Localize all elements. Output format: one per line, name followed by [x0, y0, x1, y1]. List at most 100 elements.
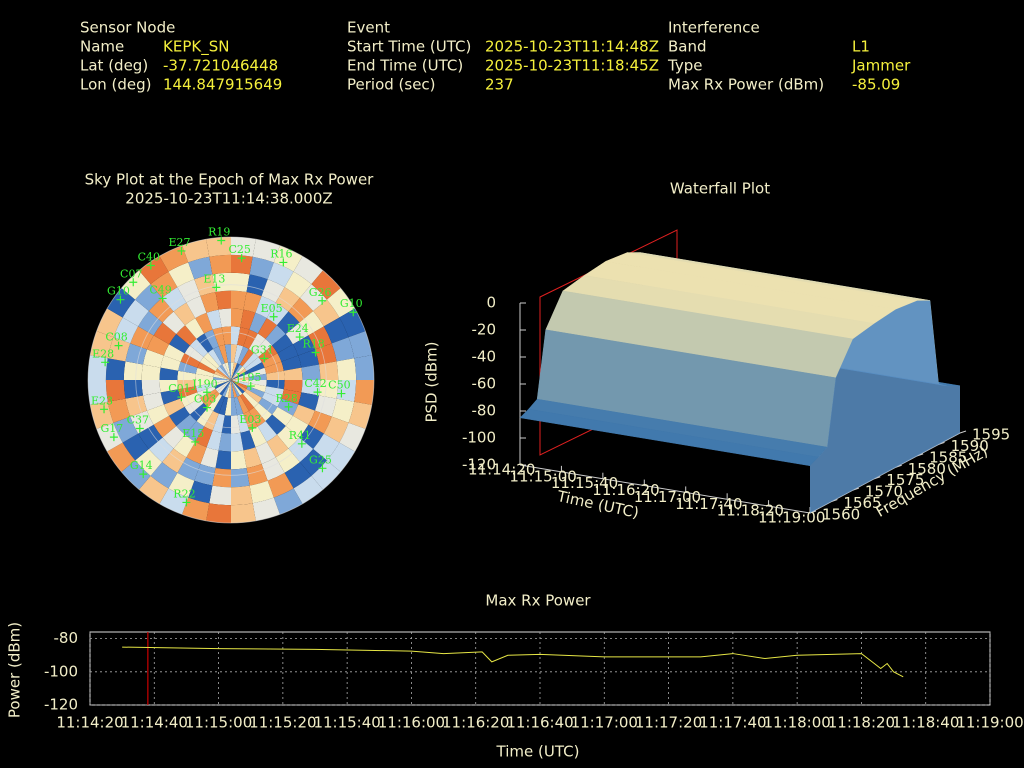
sky-cell — [299, 284, 327, 312]
data-line — [122, 646, 904, 678]
surface-front — [810, 300, 960, 513]
section-title: Sensor Node — [80, 19, 175, 37]
y-tick — [916, 453, 924, 457]
satellite-label: R16 — [270, 247, 292, 260]
x-axis-label: Time (UTC) — [496, 743, 580, 761]
sky-cell — [240, 430, 256, 451]
sky-cell — [261, 457, 285, 481]
sky-cell — [231, 368, 247, 380]
satellite-marker — [279, 258, 288, 267]
satellite-label: R18 — [302, 338, 324, 351]
sky-cell — [142, 349, 164, 368]
sky-cell — [261, 392, 282, 407]
sky-cell — [212, 413, 225, 433]
sky-cell — [184, 345, 204, 363]
sky-cell — [323, 317, 349, 344]
satellite-marker — [217, 236, 226, 245]
sky-cell — [218, 308, 231, 328]
field-label: Name — [80, 38, 124, 56]
axis-line — [519, 464, 811, 514]
sky-cell — [348, 401, 372, 429]
satellite-marker — [349, 308, 358, 317]
y-tick — [959, 430, 967, 434]
x-tick-label: 11:15:40 — [551, 474, 618, 492]
sky-cell — [213, 373, 231, 380]
x-tick-label: 11:17:00 — [634, 488, 701, 506]
satellite-marker — [182, 498, 191, 507]
sky-cell — [299, 448, 327, 476]
sky-cell — [231, 380, 247, 392]
sky-cell — [189, 338, 209, 358]
z-tick-label: -20 — [472, 321, 497, 339]
sky-cell — [185, 421, 205, 442]
x-tick-label: 11:19:00 — [956, 714, 1023, 732]
sky-cell — [293, 475, 323, 504]
sky-cell — [244, 388, 262, 403]
sky-cell — [195, 312, 213, 334]
sky-cell — [105, 380, 126, 402]
sky-cell — [218, 344, 228, 364]
satellite-label: E28 — [92, 347, 114, 360]
sky-cell — [276, 425, 300, 449]
sky-cell — [258, 397, 278, 415]
sky-cell — [237, 346, 249, 365]
z-tick-label: -40 — [472, 348, 497, 366]
sky-cell — [204, 329, 219, 350]
sky-cell — [186, 296, 207, 319]
sky-cell — [173, 302, 196, 326]
sky-cell — [148, 437, 174, 463]
sky-cell — [122, 433, 149, 461]
satellite-label: J190 — [191, 377, 217, 390]
sky-cell — [121, 460, 151, 490]
sky-cell — [206, 237, 231, 257]
satellite-label: G17 — [100, 422, 123, 435]
sky-cell — [217, 380, 231, 394]
sky-cell — [206, 430, 222, 451]
sky-cell — [336, 358, 357, 380]
sky-cell — [160, 389, 181, 405]
sky-cell — [252, 497, 280, 521]
sky-cell — [354, 355, 374, 380]
sky-cell — [123, 380, 143, 399]
sky-cell — [195, 380, 214, 387]
sky-cell — [195, 426, 213, 448]
sky-cell — [248, 380, 267, 387]
sky-cell — [135, 448, 163, 476]
sky-cell — [231, 397, 238, 416]
satellite-label: E15 — [182, 427, 204, 440]
satellite-label: C01 — [168, 382, 190, 395]
sky-cell — [311, 460, 341, 490]
x-tick-label: 11:15:00 — [185, 714, 252, 732]
sky-cell — [288, 297, 314, 323]
sky-cell — [231, 415, 241, 434]
satellite-marker — [177, 393, 186, 402]
satellite-label: C07 — [120, 267, 142, 280]
sky-cell — [249, 256, 274, 280]
sky-cell — [275, 287, 300, 312]
sky-cell — [206, 309, 222, 330]
sky-cell — [249, 312, 267, 334]
x-tick-label: 11:17:40 — [699, 714, 766, 732]
satellite-marker — [146, 261, 155, 270]
sky-cell — [206, 503, 231, 523]
satellite-label: E03 — [239, 413, 261, 426]
sky-cell — [243, 329, 258, 350]
sky-cell — [218, 396, 228, 416]
sky-cell — [135, 284, 163, 312]
y-tick — [852, 487, 860, 491]
sky-cell — [261, 353, 282, 368]
x-tick-label: 11:14:40 — [121, 714, 188, 732]
sky-cell — [231, 468, 250, 488]
sky-cell — [138, 311, 163, 336]
sky-cell — [266, 380, 285, 390]
satellite-marker — [313, 388, 322, 397]
y-tick-label: 1595 — [972, 426, 1010, 444]
sky-cell — [231, 373, 249, 380]
section-title: Event — [347, 19, 390, 37]
sky-cell — [326, 442, 355, 472]
satellite-label: G10 — [107, 285, 130, 298]
section-title: Interference — [668, 19, 760, 37]
field-label: Max Rx Power (dBm) — [668, 76, 824, 94]
field-label: Lon (deg) — [80, 76, 152, 94]
sky-cell — [231, 290, 247, 310]
